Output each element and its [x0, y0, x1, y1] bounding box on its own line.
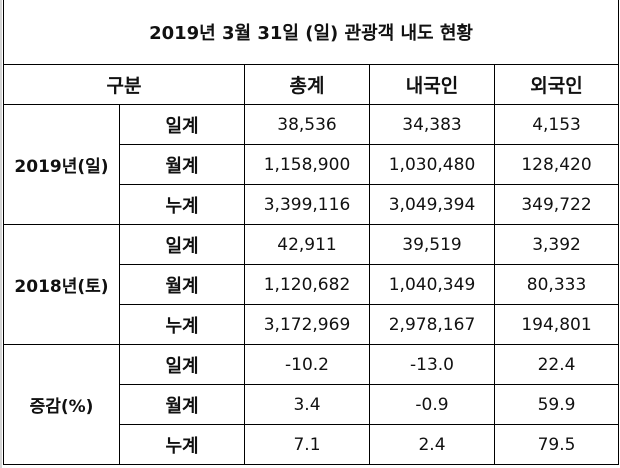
table-row: 누계 7.1 2.4 79.5	[4, 424, 620, 465]
total-cell: 3,172,969	[244, 304, 370, 345]
table-row: 월계 3.4 -0.9 59.9	[4, 384, 620, 425]
row-label: 일계	[119, 344, 245, 385]
total-cell: 1,120,682	[244, 264, 370, 305]
table-row: 2018년(토) 일계 42,911 39,519 3,392	[3, 224, 620, 345]
sheet-edge	[0, 0, 2, 468]
row-label: 누계	[119, 184, 245, 225]
row-label: 일계	[119, 104, 245, 145]
header-domestic: 내국인	[369, 64, 495, 105]
row-label: 월계	[119, 384, 245, 425]
foreign-cell: 349,722	[493, 184, 620, 225]
domestic-cell: 1,030,480	[369, 144, 495, 185]
domestic-cell: 2.4	[369, 424, 495, 465]
row-label: 누계	[119, 304, 245, 345]
row-label: 월계	[119, 264, 245, 305]
foreign-cell: 4,153	[493, 104, 620, 145]
foreign-cell: 79.5	[493, 424, 620, 465]
row-label: 월계	[119, 144, 245, 185]
table-row: 누계 3,172,969 2,978,167 194,801	[4, 304, 620, 345]
domestic-cell: 2,978,167	[369, 304, 495, 345]
group-label: 증감(%)	[3, 344, 120, 465]
foreign-cell: 3,392	[493, 224, 620, 265]
domestic-cell: -13.0	[369, 344, 495, 385]
domestic-cell: -0.9	[369, 384, 495, 425]
foreign-cell: 128,420	[493, 144, 620, 185]
table-row: 월계 1,158,900 1,030,480 128,420	[4, 144, 620, 185]
total-cell: 38,536	[244, 104, 370, 145]
table-row: 2019년(일) 일계 38,536 34,383 4,153	[3, 104, 620, 225]
domestic-cell: 39,519	[369, 224, 495, 265]
table-row: 누계 3,399,116 3,049,394 349,722	[4, 184, 620, 225]
foreign-cell: 80,333	[493, 264, 620, 305]
domestic-cell: 34,383	[369, 104, 495, 145]
total-cell: 42,911	[244, 224, 370, 265]
table-row: 증감(%) 일계 -10.2 -13.0 22.4	[3, 344, 620, 465]
total-cell: 3.4	[244, 384, 370, 425]
group-label: 2019년(일)	[3, 104, 120, 225]
total-cell: 7.1	[244, 424, 370, 465]
domestic-cell: 3,049,394	[369, 184, 495, 225]
row-label: 누계	[119, 424, 245, 465]
total-cell: 1,158,900	[244, 144, 370, 185]
header-foreign: 외국인	[493, 64, 620, 105]
total-cell: -10.2	[244, 344, 370, 385]
header-total: 총계	[244, 64, 370, 105]
header-category: 구분	[3, 64, 245, 105]
row-label: 일계	[119, 224, 245, 265]
foreign-cell: 194,801	[493, 304, 620, 345]
foreign-cell: 22.4	[493, 344, 620, 385]
total-cell: 3,399,116	[244, 184, 370, 225]
table-row: 월계 1,120,682 1,040,349 80,333	[4, 264, 620, 305]
domestic-cell: 1,040,349	[369, 264, 495, 305]
table-title: 2019년 3월 31일 (일) 관광객 내도 현황	[2, 0, 620, 65]
group-label: 2018년(토)	[3, 224, 120, 345]
foreign-cell: 59.9	[493, 384, 620, 425]
